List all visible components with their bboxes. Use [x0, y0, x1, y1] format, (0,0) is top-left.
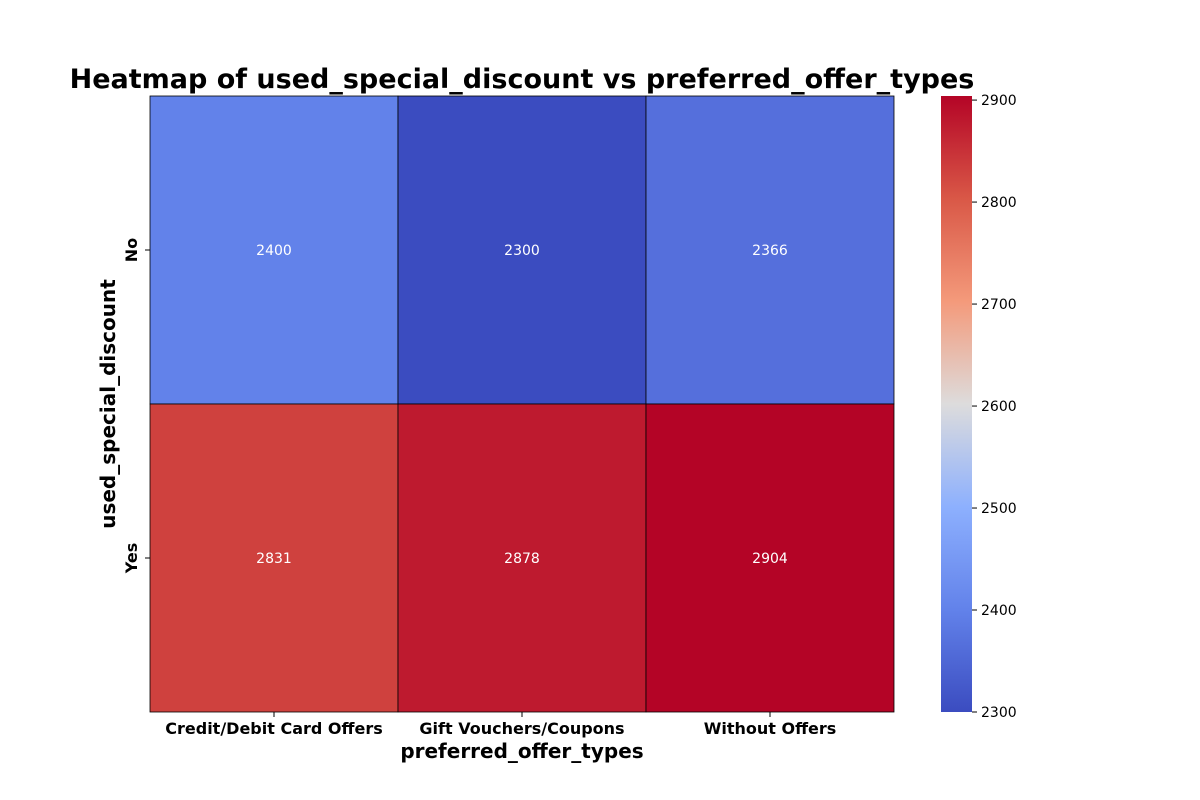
- heatmap-cell: [645, 95, 895, 405]
- heatmap-cell: [397, 95, 647, 405]
- heatmap-cell: [397, 403, 647, 713]
- x-tick-label: Without Offers: [704, 719, 837, 738]
- colorbar-tick-label: 2700: [981, 297, 1017, 313]
- cell-value-label: 2300: [504, 243, 540, 259]
- heatmap-cell-labels: 2400 2300 2366 2831 2878 2904: [256, 243, 788, 567]
- x-tick-label: Gift Vouchers/Coupons: [419, 719, 624, 738]
- heatmap-cell: [149, 403, 399, 713]
- heatmap-cells: [149, 95, 895, 713]
- y-tick-label: Yes: [122, 543, 141, 575]
- x-axis-ticks: Credit/Debit Card Offers Gift Vouchers/Co…: [165, 712, 836, 738]
- colorbar-tick-label: 2600: [981, 399, 1017, 415]
- x-axis-label: preferred_offer_types: [400, 739, 643, 763]
- cell-value-label: 2366: [752, 243, 788, 259]
- colorbar-tick-label: 2300: [981, 705, 1017, 721]
- colorbar-tick-label: 2400: [981, 603, 1017, 619]
- x-tick-label: Credit/Debit Card Offers: [165, 719, 382, 738]
- colorbar-tick-label: 2500: [981, 501, 1017, 517]
- colorbar: [941, 96, 972, 712]
- chart-title: Heatmap of used_special_discount vs pref…: [70, 64, 975, 95]
- cell-value-label: 2831: [256, 551, 292, 567]
- colorbar-tick-label: 2800: [981, 195, 1017, 211]
- colorbar-tick-label: 2900: [981, 93, 1017, 109]
- y-tick-label: No: [122, 238, 141, 262]
- colorbar-ticks: 2300 2400 2500 2600 2700 2800 2900: [972, 93, 1017, 721]
- cell-value-label: 2904: [752, 551, 788, 567]
- cell-value-label: 2878: [504, 551, 540, 567]
- y-axis-ticks: No Yes: [122, 238, 150, 574]
- heatmap-cell: [645, 403, 895, 713]
- heatmap-cell: [149, 95, 399, 405]
- cell-value-label: 2400: [256, 243, 292, 259]
- y-axis-label: used_special_discount: [96, 279, 120, 529]
